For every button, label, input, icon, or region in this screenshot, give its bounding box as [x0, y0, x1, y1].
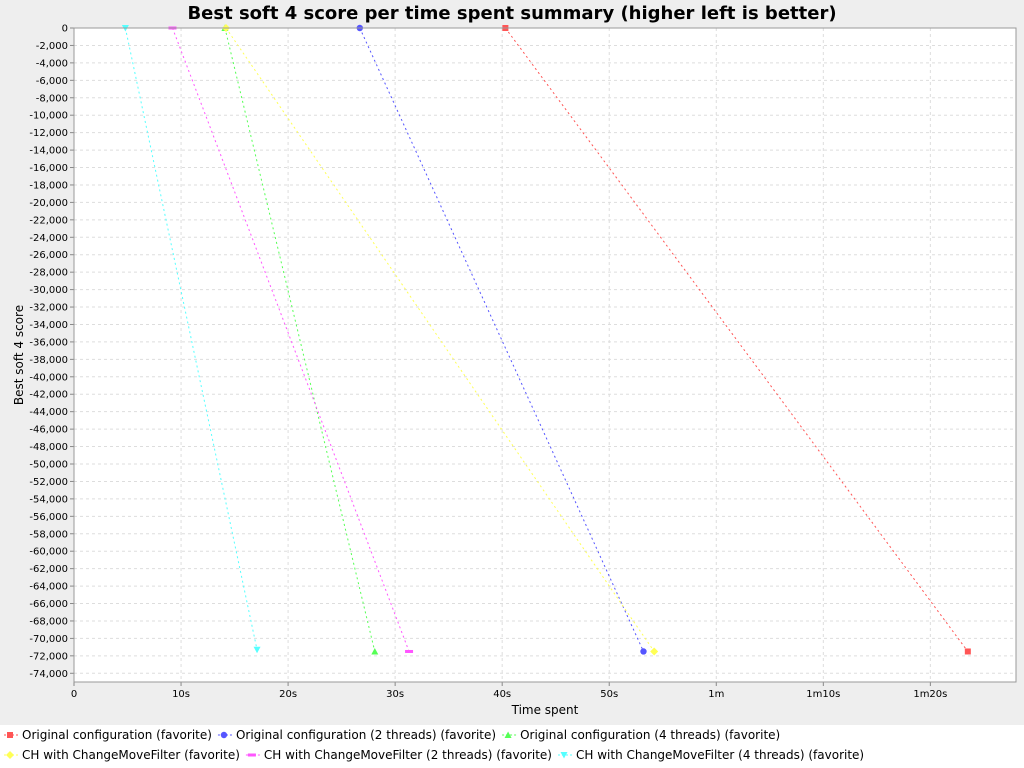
- y-tick-label: -52,000: [29, 477, 68, 488]
- legend-label: Original configuration (2 threads) (favo…: [236, 728, 496, 742]
- y-tick-label: -34,000: [29, 320, 68, 331]
- y-tick-label: -30,000: [29, 285, 68, 296]
- data-point: [371, 647, 379, 655]
- y-tick-label: -60,000: [29, 547, 68, 558]
- y-tick-label: -8,000: [36, 93, 68, 104]
- y-tick-label: -50,000: [29, 460, 68, 471]
- data-point: [650, 647, 659, 656]
- y-tick-label: -18,000: [29, 180, 68, 191]
- y-tick-label: -70,000: [29, 634, 68, 645]
- legend-label: Original configuration (favorite): [22, 728, 212, 742]
- series-line: [359, 27, 644, 652]
- y-tick-label: -58,000: [29, 529, 68, 540]
- y-tick-label: -26,000: [29, 250, 68, 261]
- y-tick-label: -36,000: [29, 337, 68, 348]
- x-tick-label: 10s: [172, 689, 190, 700]
- legend-item: CH with ChangeMoveFilter (4 threads) (fa…: [558, 748, 864, 762]
- series-line: [124, 27, 258, 650]
- y-tick-label: -46,000: [29, 425, 68, 436]
- legend-label: CH with ChangeMoveFilter (2 threads) (fa…: [264, 748, 552, 762]
- plot-area: [74, 28, 1016, 682]
- legend-marker: [504, 731, 512, 738]
- y-tick-label: -44,000: [29, 407, 68, 418]
- legend-marker: [560, 752, 568, 759]
- data-point: [405, 649, 414, 653]
- x-axis-label: Time spent: [511, 703, 579, 717]
- y-tick-label: -68,000: [29, 616, 68, 627]
- x-tick-label: 50s: [600, 689, 618, 700]
- y-tick-label: 0: [62, 24, 68, 35]
- plot-border: [73, 27, 1017, 683]
- legend-item: CH with ChangeMoveFilter (favorite): [4, 748, 240, 762]
- legend-item: Original configuration (4 threads) (favo…: [502, 728, 780, 742]
- legend-item: Original configuration (2 threads) (favo…: [217, 728, 496, 742]
- legend-marker: [220, 731, 228, 739]
- legend: Original configuration (favorite) Origina…: [4, 728, 864, 762]
- y-tick-label: -48,000: [29, 442, 68, 453]
- y-tick-label: -72,000: [29, 651, 68, 662]
- y-tick-label: -20,000: [29, 198, 68, 209]
- y-tick-label: -2,000: [36, 41, 68, 52]
- x-tick-label: 0: [71, 689, 77, 700]
- series-line: [504, 27, 969, 652]
- x-tick-label: 20s: [279, 689, 297, 700]
- series-line: [224, 27, 376, 652]
- legend-marker: [6, 751, 14, 759]
- y-tick-label: -66,000: [29, 599, 68, 610]
- legend-label: Original configuration (4 threads) (favo…: [520, 728, 780, 742]
- y-tick-label: -10,000: [29, 111, 68, 122]
- y-tick-label: -6,000: [36, 76, 68, 87]
- x-axis: 0 10s 20s 30s 40s 50s 1m 1m10s 1m20s: [71, 682, 947, 700]
- y-tick-label: -16,000: [29, 163, 68, 174]
- series-line: [225, 27, 655, 652]
- legend-label: CH with ChangeMoveFilter (favorite): [22, 748, 240, 762]
- legend-item: Original configuration (favorite): [4, 728, 212, 742]
- legend-marker: [7, 732, 13, 738]
- y-tick-label: -74,000: [29, 669, 68, 680]
- y-tick-label: -38,000: [29, 355, 68, 366]
- x-tick-label: 1m: [708, 689, 724, 700]
- legend-background: [0, 725, 1024, 768]
- y-tick-label: -12,000: [29, 128, 68, 139]
- y-tick-label: -14,000: [29, 146, 68, 157]
- y-axis: 0 -2,000 -4,000 -6,000 -8,000 -10,000 -12,000 -…: [29, 24, 74, 680]
- y-tick-label: -40,000: [29, 372, 68, 383]
- chart-title: Best soft 4 score per time spent summary…: [187, 3, 836, 24]
- y-tick-label: -4,000: [36, 58, 68, 69]
- legend-label: CH with ChangeMoveFilter (4 threads) (fa…: [576, 748, 864, 762]
- y-axis-label: Best soft 4 score: [12, 305, 26, 405]
- y-tick-label: -28,000: [29, 268, 68, 279]
- x-tick-label: 1m10s: [806, 689, 840, 700]
- y-tick-label: -24,000: [29, 233, 68, 244]
- grid-lines: [73, 27, 1016, 682]
- y-tick-label: -22,000: [29, 215, 68, 226]
- data-point: [253, 646, 261, 654]
- data-point: [964, 648, 971, 655]
- legend-marker: [247, 753, 256, 757]
- y-tick-label: -64,000: [29, 582, 68, 593]
- y-tick-label: -54,000: [29, 494, 68, 505]
- series-group: [121, 24, 971, 656]
- series-line: [172, 27, 410, 652]
- x-tick-label: 30s: [386, 689, 404, 700]
- y-tick-label: -42,000: [29, 390, 68, 401]
- x-tick-label: 1m20s: [913, 689, 947, 700]
- y-tick-label: -32,000: [29, 303, 68, 314]
- y-tick-label: -62,000: [29, 564, 68, 575]
- legend-item: CH with ChangeMoveFilter (2 threads) (fa…: [245, 748, 552, 762]
- y-tick-label: -56,000: [29, 512, 68, 523]
- series-4: [222, 24, 659, 656]
- x-tick-label: 40s: [493, 689, 511, 700]
- data-point: [640, 648, 647, 655]
